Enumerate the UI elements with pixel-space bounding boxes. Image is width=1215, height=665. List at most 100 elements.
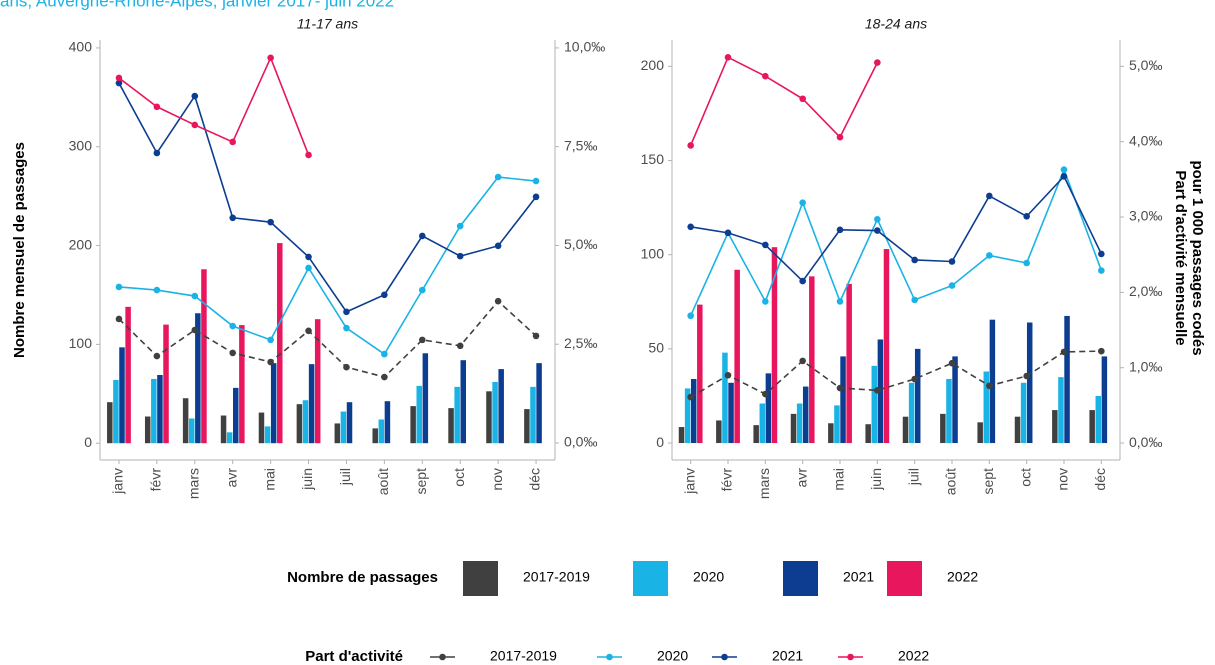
legend-title: Part d'activité [305, 648, 403, 665]
x-tick-label: juin [868, 468, 884, 491]
x-tick-label: oct [451, 468, 467, 487]
point [305, 253, 312, 261]
bar [119, 347, 125, 444]
legend-swatch [887, 561, 922, 596]
point [687, 312, 694, 320]
point [456, 222, 464, 230]
x-tick-label: août [943, 468, 959, 495]
y-tick-label: 0 [656, 434, 664, 450]
bar [144, 416, 151, 444]
legend-label: 2021 [843, 569, 874, 585]
bar [410, 406, 416, 444]
point [153, 149, 161, 157]
bar [296, 404, 303, 444]
point [115, 283, 123, 291]
point [305, 151, 312, 159]
bar [790, 413, 797, 444]
point [687, 223, 694, 231]
bar [422, 353, 429, 444]
point [191, 292, 199, 300]
bar [264, 426, 271, 444]
bar [334, 423, 341, 444]
point [948, 359, 956, 367]
x-tick-label: mai [831, 468, 847, 491]
line [118, 176, 537, 356]
legend-swatch [463, 561, 498, 596]
point [1098, 347, 1105, 355]
x-tick-label: mai [261, 468, 277, 491]
x-tick-label: avr [223, 468, 239, 488]
point [229, 349, 237, 357]
y-axis-label: Nombre mensuel de passages [11, 142, 28, 358]
bar [840, 356, 846, 444]
bar [314, 319, 321, 444]
legend-label: 2022 [947, 569, 978, 585]
point [874, 216, 881, 223]
x-tick-label: nov [489, 468, 505, 491]
bar [107, 402, 113, 444]
point [836, 226, 844, 234]
point [1060, 173, 1068, 180]
point [532, 332, 540, 340]
x-tick-label: mars [756, 468, 772, 499]
x-tick-label: janv [681, 468, 697, 495]
bar [734, 269, 740, 444]
line [118, 82, 537, 313]
point [687, 393, 694, 401]
legend-title: Nombre de passages [287, 569, 438, 586]
bar [1089, 410, 1095, 444]
point [836, 298, 844, 305]
point [874, 387, 881, 394]
legend-label: 2021 [772, 648, 803, 664]
point [343, 324, 350, 332]
point [267, 336, 274, 344]
y2-tick-label: 10,0‰ [564, 39, 605, 55]
bar [946, 379, 952, 444]
point [724, 371, 732, 379]
bar [113, 379, 119, 444]
legend-label: 2020 [657, 648, 688, 664]
point [986, 192, 993, 200]
legend-swatch [783, 561, 818, 596]
bar [233, 387, 239, 444]
bar [728, 382, 734, 444]
point [724, 229, 732, 237]
x-tick-label: févr [719, 468, 735, 492]
point [343, 308, 350, 316]
point [494, 242, 502, 250]
bar [201, 269, 207, 444]
point [267, 54, 274, 62]
legend-label: 2022 [898, 648, 929, 664]
bar [536, 363, 542, 444]
bar [125, 306, 131, 444]
bar [416, 385, 422, 444]
point [836, 384, 844, 392]
y2-tick-label: 0,0‰ [1129, 434, 1162, 450]
bar [163, 324, 169, 444]
line [689, 56, 879, 146]
point [874, 227, 881, 234]
point [115, 315, 123, 323]
bar [220, 415, 227, 444]
bar [871, 365, 878, 444]
bar [302, 400, 309, 444]
bar [486, 391, 492, 444]
x-tick-label: sept [413, 468, 429, 495]
y2-tick-label: 1,0‰ [1129, 358, 1162, 374]
point [115, 79, 123, 87]
bar [448, 408, 454, 444]
bar [1064, 315, 1070, 444]
line [690, 174, 1103, 283]
bar [678, 427, 685, 444]
bar [940, 413, 946, 444]
point [115, 74, 123, 82]
point [191, 121, 199, 129]
point [986, 382, 993, 390]
point [687, 142, 694, 149]
point [762, 298, 769, 305]
x-tick-label: févr [148, 468, 164, 492]
panel-title: 11-17 ans [297, 16, 358, 32]
bar [157, 375, 163, 444]
point [799, 277, 806, 285]
point [762, 241, 769, 249]
